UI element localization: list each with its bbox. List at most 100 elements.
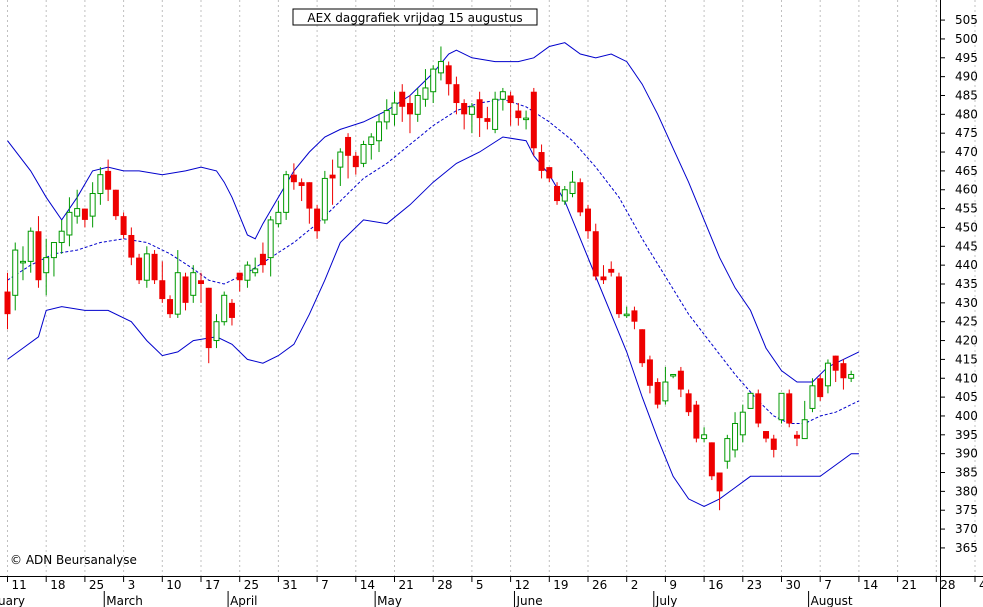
candle-body-up — [50, 242, 57, 259]
candle — [267, 216, 274, 277]
candle-body-down — [151, 253, 158, 281]
candle — [182, 272, 189, 311]
candle — [213, 314, 220, 349]
candle — [205, 287, 212, 364]
month-label: July — [655, 594, 678, 607]
candle — [569, 170, 576, 198]
candle — [143, 246, 150, 288]
candle — [136, 253, 143, 284]
candle — [298, 178, 305, 202]
candle — [252, 257, 259, 277]
candle-body-down — [716, 472, 723, 492]
candle-body-down — [708, 442, 715, 477]
candle — [693, 400, 700, 443]
grid-layer — [7, 0, 976, 576]
chart-title-box — [292, 8, 538, 26]
candle — [81, 208, 88, 228]
candle-body-down — [685, 393, 692, 413]
candle-body-down — [646, 359, 653, 386]
candle — [19, 246, 26, 281]
month-label: June — [515, 594, 542, 607]
candle-body-down — [205, 287, 212, 349]
y-tick-label: 455 — [955, 202, 978, 216]
y-tick-label: 410 — [955, 371, 978, 385]
candle — [112, 189, 119, 220]
y-tick-label: 375 — [955, 503, 978, 517]
x-tick-label: 28 — [940, 578, 955, 592]
candle — [592, 223, 599, 281]
candle-body-down — [793, 434, 800, 439]
candle-body-down — [236, 272, 243, 281]
candle-body-down — [329, 174, 336, 179]
candle-body-down — [530, 91, 537, 149]
candle-body-down — [546, 167, 553, 179]
y-tick-label: 490 — [955, 70, 978, 84]
candle — [770, 434, 777, 458]
candle-body-down — [763, 431, 770, 439]
candle — [437, 46, 444, 81]
candle — [546, 167, 553, 183]
candle — [314, 204, 321, 239]
candle — [677, 366, 684, 398]
x-tick-label: 7 — [824, 578, 832, 592]
candle — [422, 69, 429, 107]
candle — [631, 306, 638, 330]
candle-body-up — [221, 294, 228, 323]
candle-body-down — [577, 182, 584, 213]
candle — [747, 392, 754, 409]
candle-body-up — [321, 177, 328, 221]
y-tick-label: 430 — [955, 296, 978, 310]
candle-body-down — [693, 404, 700, 439]
candle — [174, 250, 181, 318]
y-tick-label: 460 — [955, 183, 978, 197]
candle-body-down — [592, 231, 599, 277]
candle-body-down — [159, 280, 166, 300]
candle — [58, 219, 65, 254]
candle-body-up — [58, 230, 65, 244]
candle — [577, 178, 584, 217]
candle — [755, 389, 762, 428]
candle — [561, 185, 568, 205]
candle-body-up — [809, 385, 816, 409]
y-axis: 365 370 375 380 385 390 395 400 405 410 415 420 425 4… — [940, 13, 978, 555]
candle-body-down — [600, 276, 607, 281]
candle — [832, 355, 839, 383]
candle-body-down — [352, 155, 359, 168]
candle-body-up — [739, 411, 746, 436]
candle — [128, 227, 135, 266]
x-tick-label: 2 — [631, 578, 639, 592]
y-tick-label: 390 — [955, 447, 978, 461]
x-tick-label: 4 — [979, 578, 983, 592]
candle-body-down — [306, 182, 313, 209]
candle — [786, 389, 793, 428]
x-tick-label: 30 — [786, 578, 801, 592]
candle-body-down — [461, 103, 468, 115]
candle-body-up — [747, 392, 754, 409]
candle-body-up — [732, 423, 739, 451]
candle — [716, 472, 723, 511]
candle-body-up — [499, 91, 506, 100]
candle-body-up — [724, 438, 731, 462]
candle — [329, 159, 336, 205]
candle-body-up — [778, 392, 785, 421]
candle-body-down — [445, 65, 452, 85]
y-tick-label: 435 — [955, 277, 978, 291]
candle — [763, 431, 770, 443]
y-tick-label: 450 — [955, 220, 978, 234]
watermark-text: © ADN Beursanalyse — [10, 553, 137, 567]
candle — [685, 389, 692, 416]
candle-body-up — [368, 136, 375, 145]
candle-body-down — [81, 208, 88, 220]
y-tick-label: 475 — [955, 126, 978, 140]
candle-body-up — [252, 268, 259, 274]
y-tick-label: 440 — [955, 258, 978, 272]
candle-body-up — [414, 94, 421, 115]
y-tick-label: 470 — [955, 145, 978, 159]
candle — [499, 87, 506, 111]
candle-body-up — [74, 208, 81, 217]
candle — [468, 103, 475, 134]
month-label: May — [377, 594, 402, 607]
candle-body-down — [314, 208, 321, 232]
candle-body-down — [198, 280, 204, 284]
candle — [105, 159, 112, 202]
